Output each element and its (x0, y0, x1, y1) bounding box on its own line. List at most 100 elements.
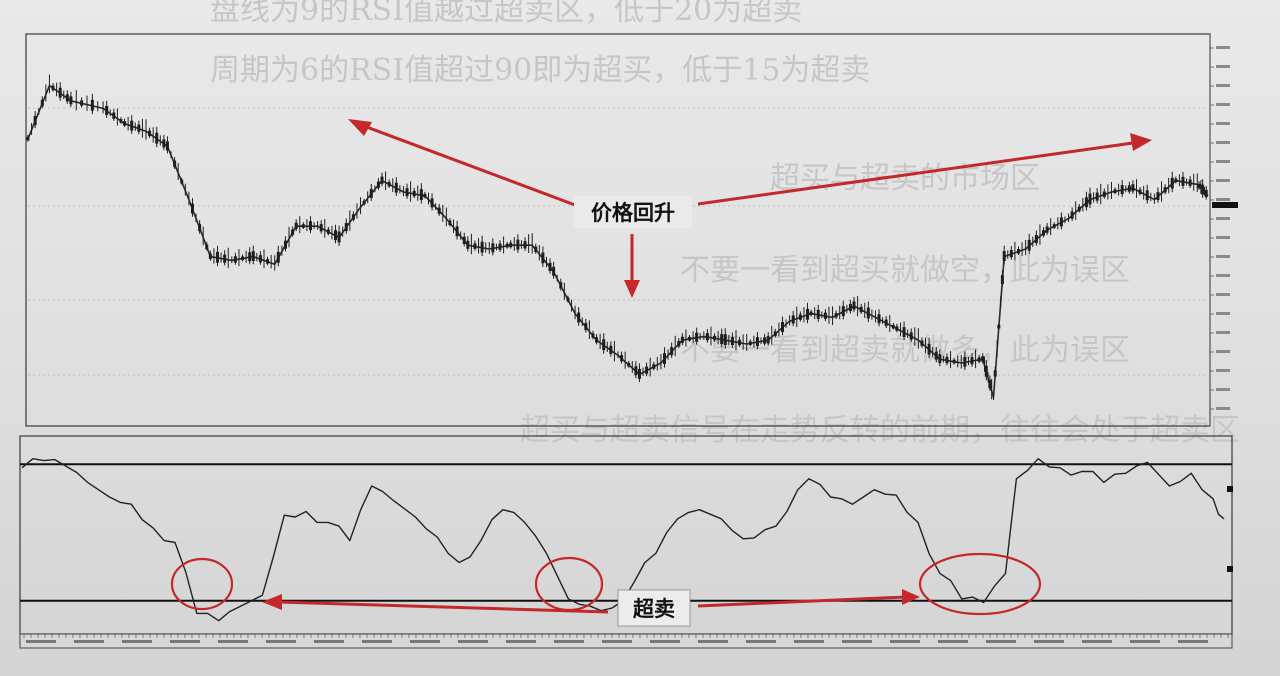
date-axis-tick-label (1178, 640, 1208, 643)
candle-body (190, 203, 194, 214)
candle-body (1113, 189, 1117, 193)
date-axis-tick-label (986, 640, 1016, 643)
candle-body (1095, 192, 1099, 201)
candle-body (412, 190, 416, 197)
bleed-through-line: 不要一看到超买就做空，此为误区 (680, 253, 1130, 288)
candle-body (1000, 275, 1004, 285)
candle-body (387, 181, 391, 187)
oversold-arrow-right-shaft (697, 595, 906, 608)
candle-body (1088, 193, 1092, 205)
candle-body (505, 243, 509, 248)
price-scale-tick-label (1216, 369, 1230, 372)
candle-body (780, 322, 784, 332)
candle-body (437, 207, 441, 214)
candle-body (380, 176, 384, 184)
candle-body (105, 105, 109, 115)
price-scale-tick-label (1216, 217, 1230, 220)
candle-body (241, 256, 245, 261)
candle-body (26, 136, 30, 141)
candle-body (841, 306, 845, 317)
date-axis-tick-label (410, 640, 440, 643)
candle-body (541, 252, 545, 264)
candle-body (773, 331, 777, 336)
candle-body (119, 119, 123, 123)
candle-body (984, 365, 988, 377)
candle-body (223, 254, 227, 263)
candle-body (1102, 191, 1106, 197)
date-axis-tick-label (842, 640, 872, 643)
bleed-through-line: 周期为6的RSI值超过90即为超买，低于15为超卖 (210, 53, 870, 88)
price-panel (25, 33, 1211, 427)
candle-body (430, 198, 434, 208)
date-axis-tick-label (938, 640, 968, 643)
price-scale-tick-label (1216, 160, 1230, 163)
price-scale-tick-label (1216, 179, 1230, 182)
candle-body (620, 355, 624, 362)
bleed-through-line: 盘线为9的RSI值越过超卖区，低于20为超卖 (210, 0, 802, 28)
candle-body (498, 243, 502, 250)
bleed-through-text: 盘线为9的RSI值越过超卖区，低于20为超卖周期为6的RSI值超过90即为超买，… (210, 0, 1240, 448)
price-scale-tick-label (1216, 350, 1230, 353)
candle-body (823, 312, 827, 319)
candle-body (455, 226, 459, 237)
candle-body (334, 230, 338, 241)
candle-body (448, 220, 452, 226)
date-axis-tick-label (794, 640, 824, 643)
price-scale-tick-label (1216, 198, 1230, 201)
date-axis-tick-label (314, 640, 344, 643)
candle-body (695, 332, 699, 342)
candle-body (852, 301, 856, 310)
candle-body (69, 96, 73, 105)
candle-body (155, 132, 159, 144)
price-scale-tick-label (1216, 122, 1230, 125)
candle-body (738, 339, 742, 346)
date-axis-tick-label (170, 640, 200, 643)
price-scale-tick-label (1216, 293, 1230, 296)
candle-body (516, 239, 520, 250)
price-rise-label-bg (574, 196, 692, 228)
candle-body (326, 229, 330, 234)
date-axis (19, 633, 1233, 649)
candle-body (791, 315, 795, 324)
candle-body (148, 130, 152, 137)
candle-body (1174, 178, 1178, 183)
candle-body (165, 141, 169, 151)
candle-body (33, 116, 37, 126)
date-axis-tick-label (266, 640, 296, 643)
candle-body (552, 266, 556, 276)
candle-body (945, 356, 949, 364)
candle-body (180, 179, 184, 184)
candle-body (351, 214, 355, 220)
candle-body (970, 357, 974, 365)
candle-body (344, 222, 348, 232)
candle-body (723, 334, 727, 345)
candle-body (595, 337, 599, 343)
candle-body (884, 319, 888, 326)
candle-body (730, 336, 734, 346)
candle-body (423, 193, 427, 198)
candle-body (1084, 197, 1088, 208)
candle-body (1127, 185, 1131, 192)
candle-body (766, 336, 770, 344)
candle-body (952, 359, 956, 364)
price-candles (26, 74, 1208, 400)
date-axis-tick-label (650, 640, 680, 643)
candle-body (198, 224, 202, 232)
candle-body (637, 368, 641, 379)
candle-body (233, 256, 237, 263)
date-axis-tick-label (458, 640, 488, 643)
candle-body (866, 307, 870, 319)
candle-body (1197, 183, 1201, 189)
candle-body (806, 308, 810, 320)
candle-body (577, 312, 581, 323)
candle-body (1070, 211, 1074, 219)
candle-body (1042, 230, 1046, 236)
candle-body (291, 229, 295, 235)
candle-body (981, 356, 985, 362)
candle-body (173, 160, 177, 167)
candle-body (276, 251, 280, 263)
candle-body (816, 309, 820, 319)
candle-body (645, 366, 649, 374)
candle-body (763, 337, 767, 344)
